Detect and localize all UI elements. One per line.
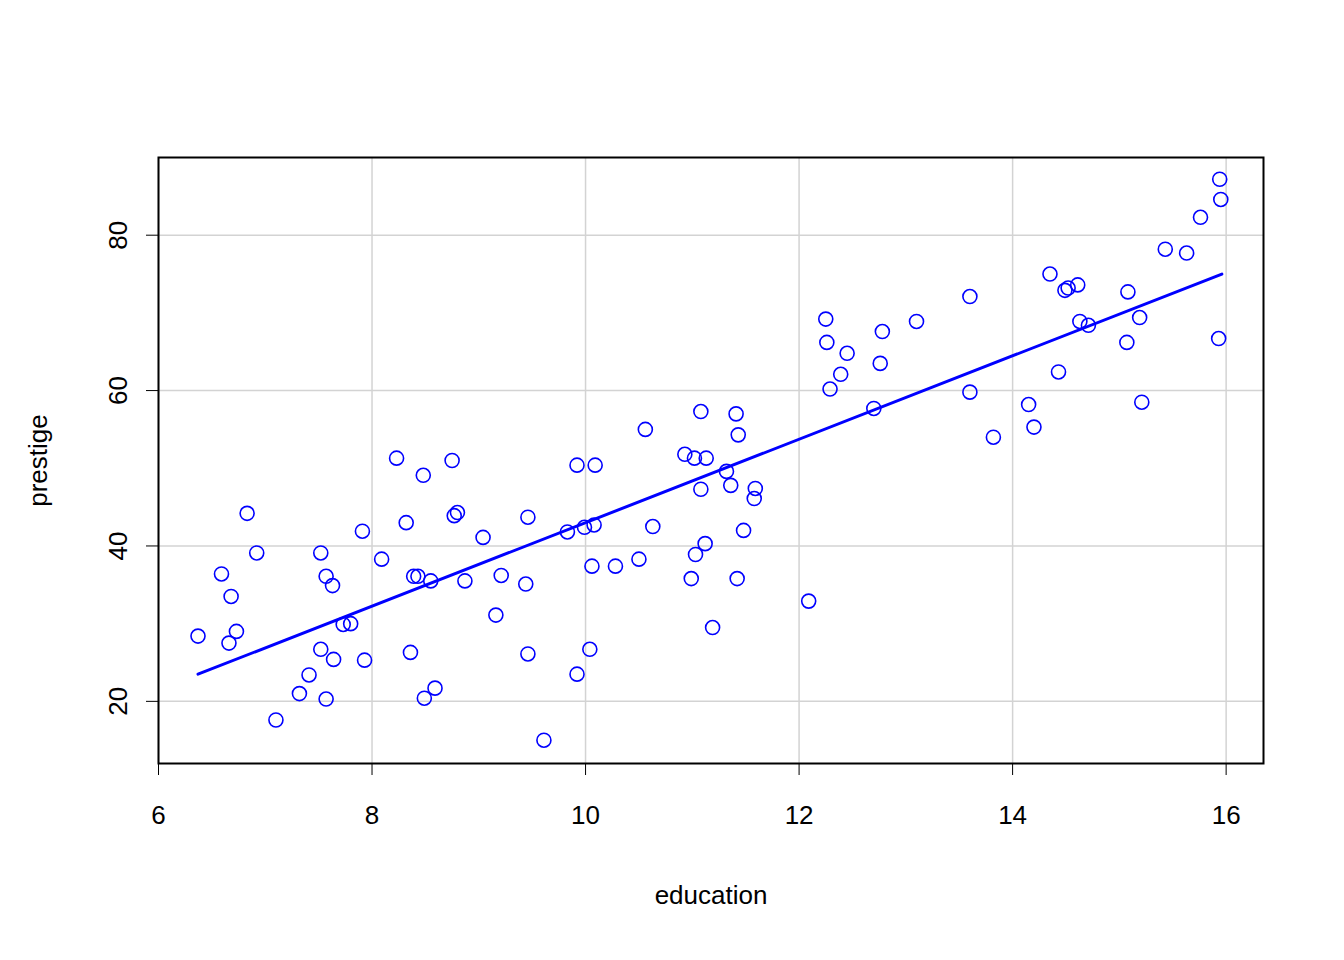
svg-text:10: 10 (571, 800, 600, 830)
svg-text:6: 6 (151, 800, 165, 830)
svg-text:12: 12 (785, 800, 814, 830)
svg-text:20: 20 (103, 687, 133, 716)
svg-text:education: education (655, 880, 768, 910)
svg-text:14: 14 (998, 800, 1027, 830)
svg-text:40: 40 (103, 532, 133, 561)
svg-text:60: 60 (103, 376, 133, 405)
svg-text:16: 16 (1212, 800, 1241, 830)
svg-text:8: 8 (365, 800, 379, 830)
svg-text:80: 80 (103, 221, 133, 250)
svg-text:prestige: prestige (23, 414, 53, 507)
